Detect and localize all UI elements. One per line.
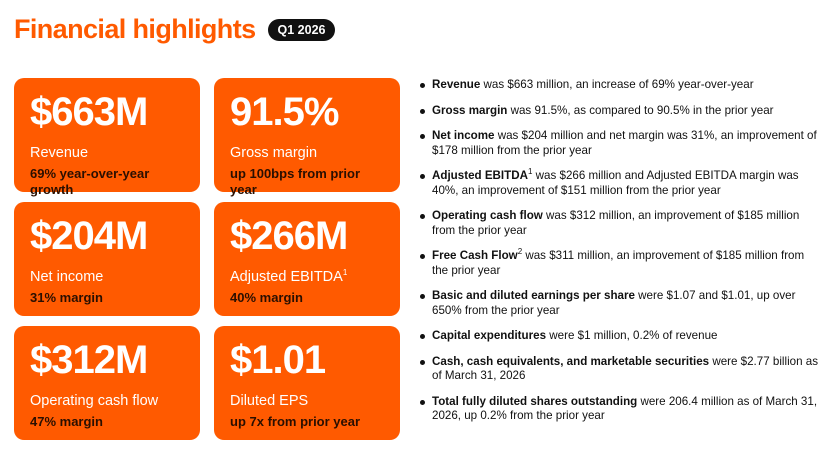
- metric-card-diluted-eps: $1.01 Diluted EPS up 7x from prior year: [214, 326, 400, 440]
- bullet-text: were $1 million, 0.2% of revenue: [546, 329, 718, 342]
- metric-label: Net income: [30, 269, 104, 285]
- list-item: Free Cash Flow2 was $311 million, an imp…: [418, 247, 818, 278]
- bullet-term: Basic and diluted earnings per share: [432, 289, 635, 302]
- bullet-term: Revenue: [432, 78, 481, 91]
- metric-value: $312M: [30, 338, 148, 382]
- bullet-term: Gross margin: [432, 103, 508, 117]
- list-item: Gross margin was 91.5%, as compared to 9…: [418, 104, 818, 119]
- list-item: Capital expenditures were $1 million, 0.…: [418, 329, 818, 344]
- bullet-text: was $312 million, an improvement of $185…: [432, 209, 800, 237]
- highlights-list: Revenue was $663 million, an increase of…: [418, 78, 818, 435]
- list-item: Revenue was $663 million, an increase of…: [418, 78, 818, 93]
- bullet-term: Capital expenditures: [432, 329, 547, 342]
- metric-subtext: 31% margin: [30, 290, 103, 305]
- bullet-icon: [420, 334, 425, 339]
- list-item: Operating cash flow was $312 million, an…: [418, 209, 818, 238]
- bullet-term: Cash, cash equivalents, and marketable s…: [432, 354, 710, 368]
- metric-label: Operating cash flow: [30, 393, 159, 409]
- footnote-marker: 1: [342, 268, 348, 278]
- list-item: Cash, cash equivalents, and marketable s…: [418, 355, 818, 384]
- footnote-marker: 2: [517, 247, 523, 257]
- metric-label: Revenue: [30, 145, 89, 161]
- bullet-text: was $266 million and Adjusted EBITDA mar…: [432, 169, 799, 197]
- bullet-icon: [420, 359, 425, 365]
- bullet-icon: [420, 399, 425, 405]
- metric-card-operating-cash-flow: $312M Operating cash flow 47% margin: [14, 326, 200, 440]
- list-item: Net income was $204 million and net marg…: [418, 129, 818, 158]
- bullet-text: was $663 million, an increase of 69% yea…: [480, 78, 754, 91]
- metric-value: $266M: [230, 214, 348, 258]
- metric-value: $663M: [30, 90, 148, 134]
- bullet-term: Net income: [432, 129, 495, 142]
- metric-cards: $663M Revenue 69% year-over-year growth …: [14, 78, 400, 440]
- metric-value: 91.5%: [230, 90, 339, 134]
- footnote-marker: 1: [527, 167, 533, 177]
- metric-label: Adjusted EBITDA1: [230, 268, 348, 285]
- bullet-text: were 206.4 million as of March 31, 2026,…: [432, 394, 818, 423]
- bullet-term: Total fully diluted shares outstanding: [432, 394, 638, 408]
- list-item: Basic and diluted earnings per share wer…: [418, 289, 818, 318]
- bullet-icon: [420, 108, 425, 114]
- metric-card-revenue: $663M Revenue 69% year-over-year growth: [14, 78, 200, 197]
- bullet-icon: [420, 294, 425, 299]
- bullet-icon: [420, 254, 425, 259]
- list-item: Total fully diluted shares outstanding w…: [418, 395, 818, 424]
- metric-label: Diluted EPS: [230, 393, 309, 409]
- bullet-icon: [420, 174, 425, 179]
- bullet-icon: [420, 134, 425, 139]
- metric-subtext: 47% margin: [30, 414, 103, 429]
- bullet-icon: [420, 214, 425, 219]
- metric-subtext: up 100bps from prior year: [230, 166, 361, 197]
- bullet-term: Free Cash Flow: [432, 249, 518, 262]
- metric-subtext: 40% margin: [230, 290, 303, 305]
- bullet-text: were $2.77 billion as of March 31, 2026: [432, 354, 819, 383]
- quarter-badge: Q1 2026: [267, 18, 336, 41]
- header: Financial highlights Q1 2026: [14, 14, 336, 45]
- bullet-text: were $1.07 and $1.01, up over 650% from …: [432, 289, 796, 317]
- metric-label: Gross margin: [230, 145, 318, 161]
- bullet-icon: [420, 83, 425, 88]
- list-item: Adjusted EBITDA1 was $266 million and Ad…: [418, 167, 818, 198]
- metric-card-gross-margin: 91.5% Gross margin up 100bps from prior …: [214, 78, 400, 197]
- metric-subtext: up 7x from prior year: [230, 414, 361, 429]
- metric-value: $1.01: [230, 338, 326, 382]
- page-title: Financial highlights: [14, 14, 256, 44]
- bullet-text: was $311 million, an improvement of $185…: [432, 249, 805, 277]
- bullet-term: Operating cash flow: [432, 209, 543, 222]
- metric-subtext: 69% year-over-year growth: [30, 166, 150, 197]
- bullet-text: was $204 million and net margin was 31%,…: [432, 129, 817, 157]
- metric-value: $204M: [30, 214, 148, 258]
- bullet-term: Adjusted EBITDA: [432, 169, 528, 182]
- metric-card-adjusted-ebitda: $266M Adjusted EBITDA1 40% margin: [214, 202, 400, 316]
- bullet-text: was 91.5%, as compared to 90.5% in the p…: [507, 103, 774, 117]
- metric-card-net-income: $204M Net income 31% margin: [14, 202, 200, 316]
